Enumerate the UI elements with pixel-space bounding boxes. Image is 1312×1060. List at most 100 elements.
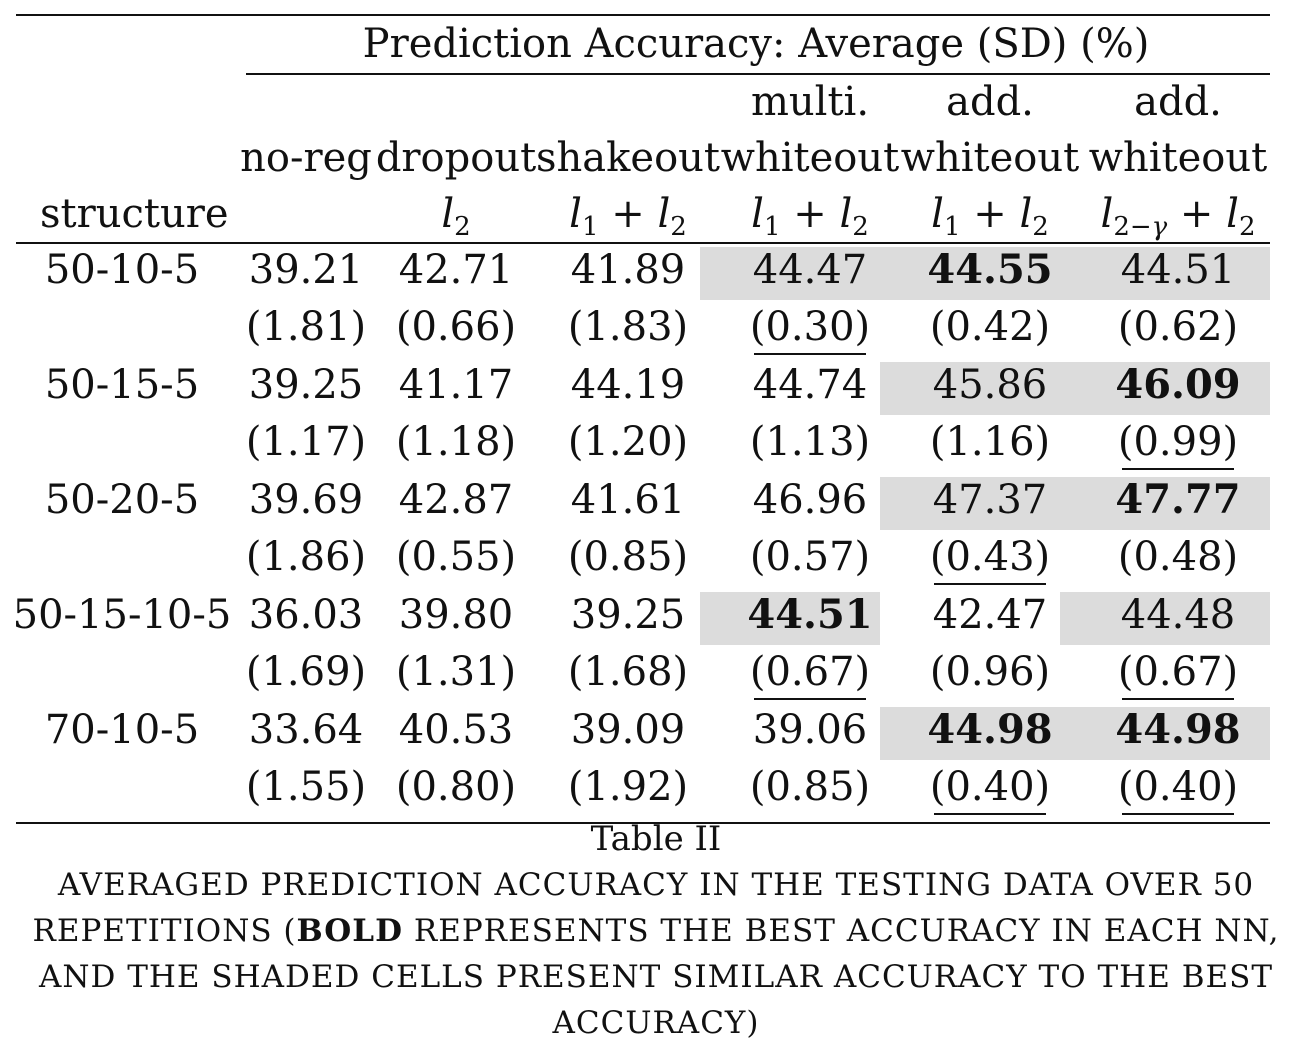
sd-underline [934,583,1046,585]
cell-average: 44.98 [1115,706,1241,753]
cell-sd: (0.66) [395,304,517,350]
cell-average: 44.19 [570,362,686,408]
cell-sd: (1.81) [245,304,367,350]
cell-sd: (0.40) [929,764,1051,810]
cell-average: 44.51 [1120,247,1236,293]
cell-average: 46.96 [752,477,868,523]
caption-line-1: AVERAGED PREDICTION ACCURACY IN THE TEST… [57,867,1255,903]
cell-average: 39.09 [570,707,686,753]
sd-underline [934,813,1046,815]
cell-average: 39.06 [752,707,868,753]
col-header-add-whiteout-2-line1: add. [1134,79,1222,125]
cell-average: 41.61 [570,477,686,523]
cell-average: 42.87 [398,477,514,523]
cell-average: 47.37 [932,477,1048,523]
col-header-multi-whiteout: whiteout [720,135,900,181]
cell-average: 46.09 [1115,361,1241,408]
cell-sd: (0.40) [1117,764,1239,810]
col-header-shakeout: shakeout [536,135,720,181]
cell-sd: (0.80) [395,764,517,810]
cell-average: 41.89 [570,247,686,293]
cell-average: 39.25 [570,592,686,638]
top-rule [16,14,1270,16]
caption-line-2-post: REPRESENTS THE BEST ACCURACY IN EACH NN, [403,913,1280,949]
cell-average: 44.48 [1120,592,1236,638]
cell-average: 33.64 [248,707,364,753]
cell-sd: (1.20) [567,419,689,465]
row-structure: 50-10-5 [44,247,200,293]
bottom-rule [16,822,1270,824]
cell-average: 39.80 [398,592,514,638]
cell-average: 36.03 [248,592,364,638]
cell-sd: (0.55) [395,534,517,580]
col-header-no-reg: no-reg [240,135,372,181]
cell-sd: (0.96) [929,649,1051,695]
cell-average: 42.71 [398,247,514,293]
cell-average: 45.86 [932,362,1048,408]
cell-sd: (1.86) [245,534,367,580]
row-structure: 70-10-5 [44,707,200,753]
cell-sd: (0.30) [749,304,871,350]
col-header-add-whiteout: whiteout [900,135,1080,181]
cell-sd: (1.16) [929,419,1051,465]
cell-average: 39.25 [248,362,364,408]
cell-average: 44.47 [752,247,868,293]
sd-underline [1122,698,1234,700]
cell-average: 44.74 [752,362,868,408]
cell-average: 39.69 [248,477,364,523]
cell-sd: (1.18) [395,419,517,465]
cell-sd: (1.13) [749,419,871,465]
cell-sd: (0.85) [567,534,689,580]
sd-underline [1122,468,1234,470]
caption-line-2-pre: REPETITIONS ( [32,913,297,949]
header-rule [16,242,1270,244]
cell-sd: (0.57) [749,534,871,580]
caption-label: Table II [590,819,722,859]
cell-sd: (0.67) [1117,649,1239,695]
col-reg-dropout: l2 [441,191,471,242]
cell-sd: (1.92) [567,764,689,810]
cell-sd: (0.48) [1117,534,1239,580]
col-reg-shakeout: l1 + l2 [569,191,687,242]
cell-average: 39.21 [248,247,364,293]
cell-sd: (1.83) [567,304,689,350]
cell-average: 42.47 [932,592,1048,638]
col-reg-multi-whiteout: l1 + l2 [751,191,869,242]
cell-average: 41.17 [398,362,514,408]
shaded-cell [880,477,1270,530]
cell-sd: (0.99) [1117,419,1239,465]
shaded-cell [700,592,880,645]
cell-sd: (0.85) [749,764,871,810]
shaded-cell [1060,592,1270,645]
shaded-cell [700,247,1270,300]
cell-sd: (0.67) [749,649,871,695]
col-header-multi-whiteout-line1: multi. [750,79,870,125]
col-reg-add-whiteout-2: l2−γ + l2 [1100,191,1256,242]
col-header-dropout: dropout [375,135,537,181]
cell-sd: (0.43) [929,534,1051,580]
cell-sd: (1.68) [567,649,689,695]
cell-sd: (0.62) [1117,304,1239,350]
cell-sd: (0.42) [929,304,1051,350]
cell-sd: (1.55) [245,764,367,810]
sd-underline [1122,813,1234,815]
caption-line-2-bold: BOLD [296,913,403,949]
spanner-rule [246,73,1270,75]
cell-sd: (1.69) [245,649,367,695]
col-reg-add-whiteout: l1 + l2 [931,191,1049,242]
caption-line-2: REPETITIONS (BOLD REPRESENTS THE BEST AC… [0,908,1312,954]
caption-line-4: ACCURACY) [552,1005,760,1041]
shaded-cell [880,362,1270,415]
spanner-header: Prediction Accuracy: Average (SD) (%) [362,21,1150,67]
cell-average: 47.77 [1115,476,1241,523]
row-structure: 50-15-5 [44,362,200,408]
stub-header-structure: structure [40,191,229,237]
col-header-add-whiteout-2: whiteout [1088,135,1268,181]
cell-sd: (1.31) [395,649,517,695]
col-header-add-whiteout-line1: add. [946,79,1034,125]
cell-average: 44.98 [927,706,1053,753]
row-structure: 50-15-10-5 [12,592,232,638]
cell-average: 44.55 [927,246,1053,293]
caption-line-3: AND THE SHADED CELLS PRESENT SIMILAR ACC… [38,959,1274,995]
